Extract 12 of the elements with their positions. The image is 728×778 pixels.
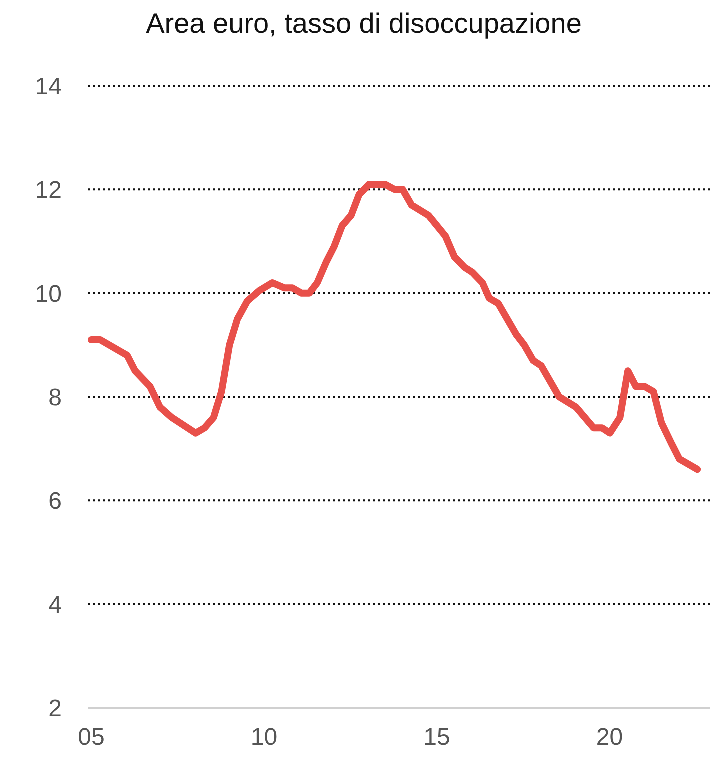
x-tick-label: 10 [250, 724, 278, 752]
y-tick-label: 2 [48, 696, 62, 723]
x-tick-label: 20 [596, 724, 624, 752]
y-tick-label: 8 [48, 384, 62, 412]
y-tick-label: 12 [35, 177, 62, 204]
y-tick-label: 6 [48, 488, 62, 516]
y-tick-label: 14 [35, 74, 62, 101]
y-tick-label: 10 [35, 280, 62, 308]
x-tick-label: 05 [78, 724, 105, 752]
y-tick-label: 4 [48, 592, 62, 619]
chart-title: Area euro, tasso di disoccupazione [145, 8, 583, 41]
x-tick-label: 15 [424, 724, 450, 752]
